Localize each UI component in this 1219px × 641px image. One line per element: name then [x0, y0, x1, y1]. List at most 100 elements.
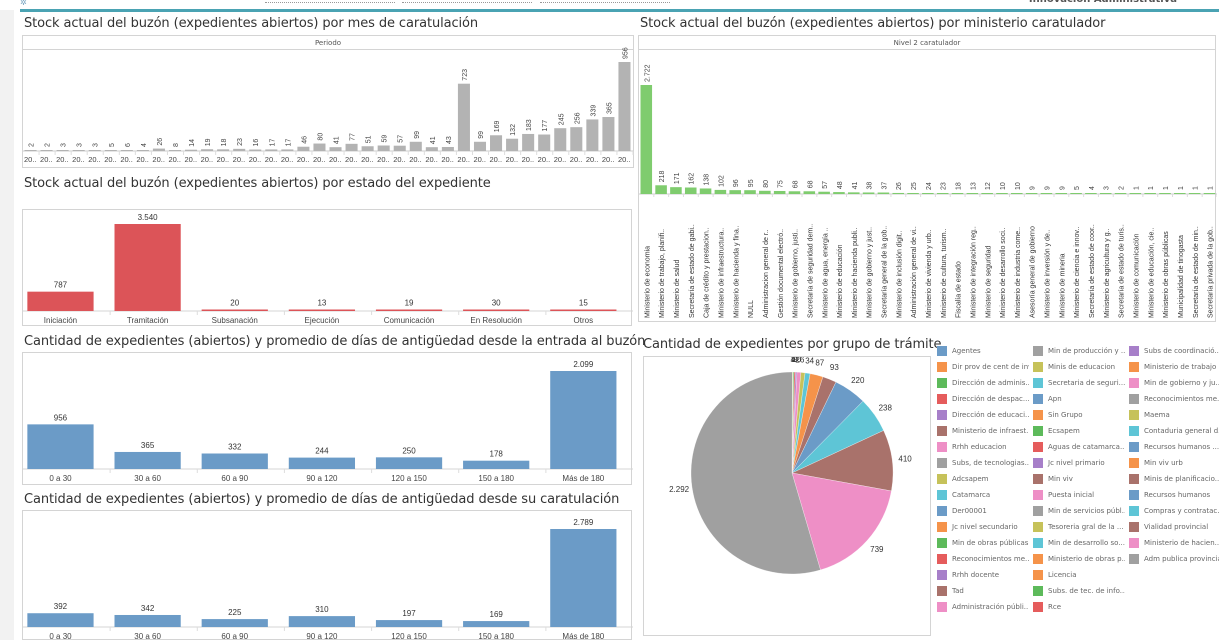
- bar[interactable]: [586, 119, 598, 151]
- bar[interactable]: [463, 310, 529, 312]
- legend-item[interactable]: Min de gobierno y ju...: [1129, 377, 1219, 389]
- bar[interactable]: [670, 187, 682, 194]
- bar[interactable]: [729, 190, 741, 194]
- bar[interactable]: [570, 127, 582, 151]
- legend-item[interactable]: Rce: [1033, 601, 1125, 613]
- legend-item[interactable]: Min de producción y ...: [1033, 345, 1125, 357]
- bar[interactable]: [27, 292, 93, 311]
- legend-item[interactable]: Reconocimientos me...: [1129, 393, 1219, 405]
- legend-item[interactable]: Tesoreria gral de la ...: [1033, 521, 1125, 533]
- legend-item[interactable]: Rrhh educacion: [937, 441, 1029, 453]
- legend-item[interactable]: Subs, de tecnologias...: [937, 457, 1029, 469]
- legend-item[interactable]: Catamarca: [937, 489, 1029, 501]
- legend-item[interactable]: Min de obras públicas: [937, 537, 1029, 549]
- bar[interactable]: [442, 147, 454, 151]
- legend-item[interactable]: Min de servicios públ...: [1033, 505, 1125, 517]
- filter-field-3[interactable]: [540, 1, 670, 3]
- bar[interactable]: [297, 147, 309, 151]
- bar[interactable]: [655, 185, 667, 194]
- legend-item[interactable]: Apn: [1033, 393, 1125, 405]
- bar[interactable]: [878, 193, 890, 194]
- bar[interactable]: [700, 188, 712, 194]
- filter-field-2[interactable]: [402, 1, 532, 3]
- bar[interactable]: [1159, 193, 1171, 194]
- bar[interactable]: [789, 191, 801, 194]
- legend-item[interactable]: Ministerio de hacien...: [1129, 537, 1219, 549]
- bar[interactable]: [376, 457, 442, 469]
- legend-item[interactable]: Tad: [937, 585, 1029, 597]
- bar[interactable]: [1204, 193, 1216, 194]
- legend-item[interactable]: Adcsapem: [937, 473, 1029, 485]
- bar[interactable]: [313, 144, 325, 151]
- bar[interactable]: [378, 146, 390, 151]
- bar[interactable]: [57, 150, 69, 151]
- bar[interactable]: [27, 613, 93, 627]
- legend-item[interactable]: Ministerio de obras p...: [1033, 553, 1125, 565]
- legend-item[interactable]: Secretaria de seguri...: [1033, 377, 1125, 389]
- bar[interactable]: [202, 619, 268, 627]
- legend-item[interactable]: Aguas de catamarca...: [1033, 441, 1125, 453]
- bar[interactable]: [474, 142, 486, 151]
- bar[interactable]: [715, 190, 727, 194]
- legend-item[interactable]: Minis de educacion: [1033, 361, 1125, 373]
- legend-item[interactable]: Licencia: [1033, 569, 1125, 581]
- bar[interactable]: [281, 149, 293, 151]
- bar[interactable]: [759, 191, 771, 194]
- bar[interactable]: [863, 192, 875, 194]
- bar[interactable]: [1115, 193, 1127, 194]
- bar[interactable]: [1174, 193, 1186, 194]
- legend-item[interactable]: Dir prov de cent de inv: [937, 361, 1029, 373]
- legend-item[interactable]: Recursos humanos: [1129, 489, 1219, 501]
- legend-item[interactable]: Ministerio de trabajo: [1129, 361, 1219, 373]
- bar[interactable]: [1144, 193, 1156, 194]
- bar[interactable]: [115, 224, 181, 311]
- legend-item[interactable]: Jc nivel primario: [1033, 457, 1125, 469]
- bar[interactable]: [967, 193, 979, 194]
- bar[interactable]: [833, 192, 845, 194]
- legend-item[interactable]: Dirección de adminis...: [937, 377, 1029, 389]
- legend-item[interactable]: Ministerio de infraest...: [937, 425, 1029, 437]
- bar[interactable]: [169, 150, 181, 151]
- bar[interactable]: [265, 149, 277, 151]
- bar[interactable]: [137, 150, 149, 151]
- bar[interactable]: [1055, 193, 1067, 194]
- bar[interactable]: [922, 193, 934, 194]
- bar[interactable]: [774, 191, 786, 194]
- legend-item[interactable]: Subs. de tec. de info...: [1033, 585, 1125, 597]
- legend-item[interactable]: Adm publica provincia: [1129, 553, 1219, 565]
- bar[interactable]: [185, 150, 197, 151]
- bar[interactable]: [153, 149, 165, 151]
- bar[interactable]: [362, 146, 374, 151]
- bar[interactable]: [744, 190, 756, 194]
- bar[interactable]: [996, 193, 1008, 194]
- legend-item[interactable]: Vialidad provincial: [1129, 521, 1219, 533]
- legend-item[interactable]: Recursos humanos ...: [1129, 441, 1219, 453]
- legend-item[interactable]: Minis de planificacio...: [1129, 473, 1219, 485]
- legend-item[interactable]: Subs de coordinació...: [1129, 345, 1219, 357]
- bar[interactable]: [554, 128, 566, 151]
- bar[interactable]: [73, 150, 85, 151]
- bar[interactable]: [458, 84, 470, 151]
- legend-item[interactable]: Administración públi...: [937, 601, 1029, 613]
- bar[interactable]: [848, 192, 860, 194]
- bar[interactable]: [289, 458, 355, 469]
- bar[interactable]: [217, 149, 229, 151]
- bar[interactable]: [1085, 193, 1097, 194]
- bar[interactable]: [249, 150, 261, 151]
- bar[interactable]: [330, 147, 342, 151]
- bar[interactable]: [685, 188, 697, 194]
- bar[interactable]: [1041, 193, 1053, 194]
- bar[interactable]: [410, 142, 422, 151]
- legend-item[interactable]: Puesta inicial: [1033, 489, 1125, 501]
- legend-item[interactable]: Rrhh docente: [937, 569, 1029, 581]
- bar[interactable]: [1189, 193, 1201, 194]
- bar[interactable]: [289, 310, 355, 312]
- bar[interactable]: [115, 452, 181, 469]
- bar[interactable]: [907, 193, 919, 194]
- bar[interactable]: [121, 150, 133, 151]
- bar[interactable]: [289, 616, 355, 627]
- bar[interactable]: [490, 135, 502, 151]
- legend-item[interactable]: Der00001: [937, 505, 1029, 517]
- bar[interactable]: [463, 461, 529, 469]
- bar[interactable]: [233, 149, 245, 151]
